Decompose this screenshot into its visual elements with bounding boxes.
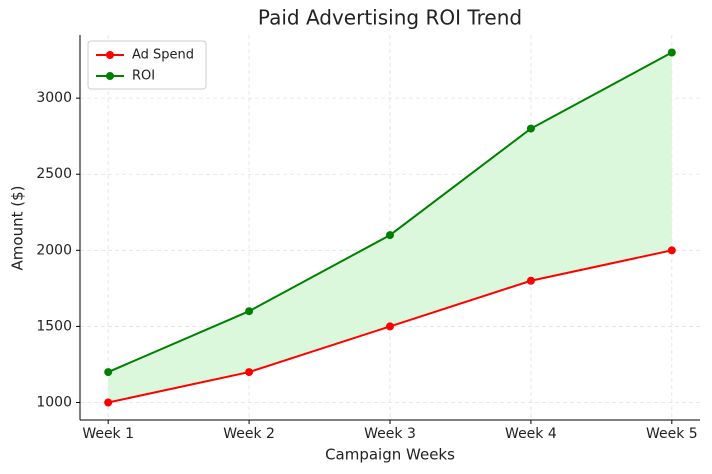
- x-tick-label: Week 1: [82, 426, 134, 442]
- y-axis-label: Amount ($): [9, 186, 27, 271]
- data-point: [104, 398, 113, 407]
- y-tick-label: 2000: [36, 242, 72, 258]
- data-point: [526, 124, 535, 133]
- data-point: [245, 307, 254, 316]
- x-axis-label: Campaign Weeks: [325, 446, 455, 464]
- legend-label: Ad Spend: [132, 48, 194, 63]
- data-point: [526, 276, 535, 285]
- chart-title: Paid Advertising ROI Trend: [258, 6, 522, 30]
- y-tick-label: 1500: [36, 318, 72, 334]
- data-point: [667, 48, 676, 57]
- y-tick-label: 2500: [36, 166, 72, 182]
- data-point: [667, 246, 676, 255]
- legend-marker: [106, 51, 114, 59]
- data-point: [386, 322, 394, 331]
- legend-label: ROI: [132, 69, 155, 84]
- x-tick-label: Week 5: [646, 426, 698, 442]
- data-point: [245, 368, 254, 377]
- data-point: [386, 231, 394, 240]
- legend-marker: [106, 72, 114, 80]
- x-tick-label: Week 2: [223, 426, 275, 442]
- x-tick-label: Week 3: [364, 426, 416, 442]
- y-tick-label: 1000: [36, 395, 72, 411]
- y-tick-label: 3000: [36, 90, 72, 106]
- data-point: [104, 368, 113, 377]
- x-tick-label: Week 4: [505, 426, 557, 442]
